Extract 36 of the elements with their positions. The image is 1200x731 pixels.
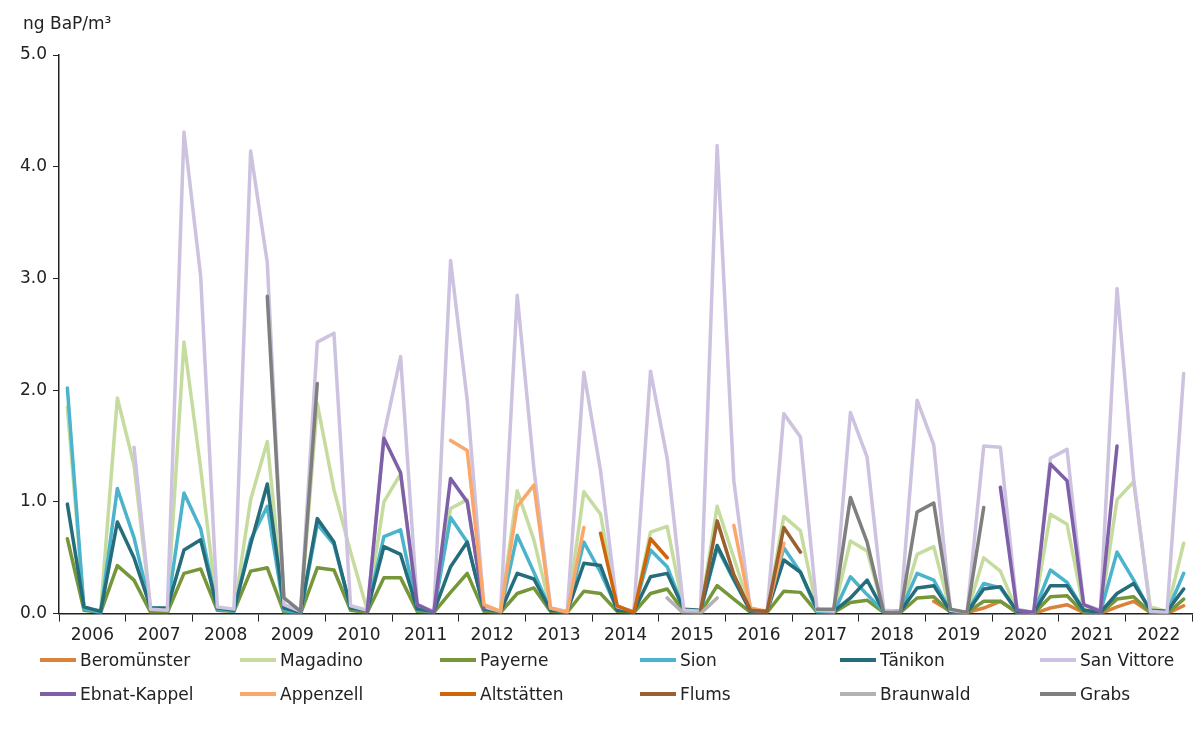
- y-axis-title: ng BaP/m³: [23, 12, 112, 33]
- legend-label: Flums: [680, 684, 731, 704]
- y-tick-label: 0.0: [19, 602, 48, 623]
- y-tick-label: 5.0: [19, 43, 48, 64]
- legend-label: Altstätten: [480, 684, 564, 704]
- x-tick-label: 2014: [603, 624, 648, 645]
- y-tick-label: 3.0: [19, 266, 48, 287]
- x-tick-label: 2019: [937, 624, 981, 645]
- x-tick-label: 2015: [670, 624, 714, 645]
- x-tick-label: 2016: [737, 624, 781, 645]
- y-tick-label: 4.0: [19, 155, 48, 176]
- legend-label: Magadino: [280, 650, 363, 670]
- x-tick-label: 2011: [403, 624, 448, 645]
- legend-label: Appenzell: [280, 684, 364, 704]
- x-tick-label: 2006: [70, 624, 114, 645]
- legend-label: Braunwald: [880, 684, 971, 704]
- y-tick-label: 2.0: [19, 378, 48, 399]
- x-tick-label: 2022: [1137, 624, 1181, 645]
- x-tick-label: 2021: [1070, 624, 1114, 645]
- legend-label: Grabs: [1080, 684, 1131, 704]
- x-tick-label: 2008: [204, 624, 248, 645]
- legend-label: Beromünster: [80, 650, 191, 670]
- legend-label: Ebnat-Kappel: [80, 684, 194, 704]
- legend-label: San Vittore: [1080, 650, 1175, 670]
- y-tick-label: 1.0: [19, 490, 48, 511]
- x-tick-label: 2007: [137, 624, 181, 645]
- x-tick-label: 2012: [470, 624, 514, 645]
- x-tick-label: 2020: [1003, 624, 1048, 645]
- legend-label: Sion: [680, 650, 717, 670]
- x-tick-label: 2010: [337, 624, 381, 645]
- legend-label: Payerne: [480, 650, 549, 670]
- legend-label: Tänikon: [880, 650, 945, 670]
- x-tick-label: 2018: [870, 624, 914, 645]
- x-tick-label: 2017: [803, 624, 848, 645]
- x-tick-label: 2009: [270, 624, 314, 645]
- x-tick-label: 2013: [537, 624, 581, 645]
